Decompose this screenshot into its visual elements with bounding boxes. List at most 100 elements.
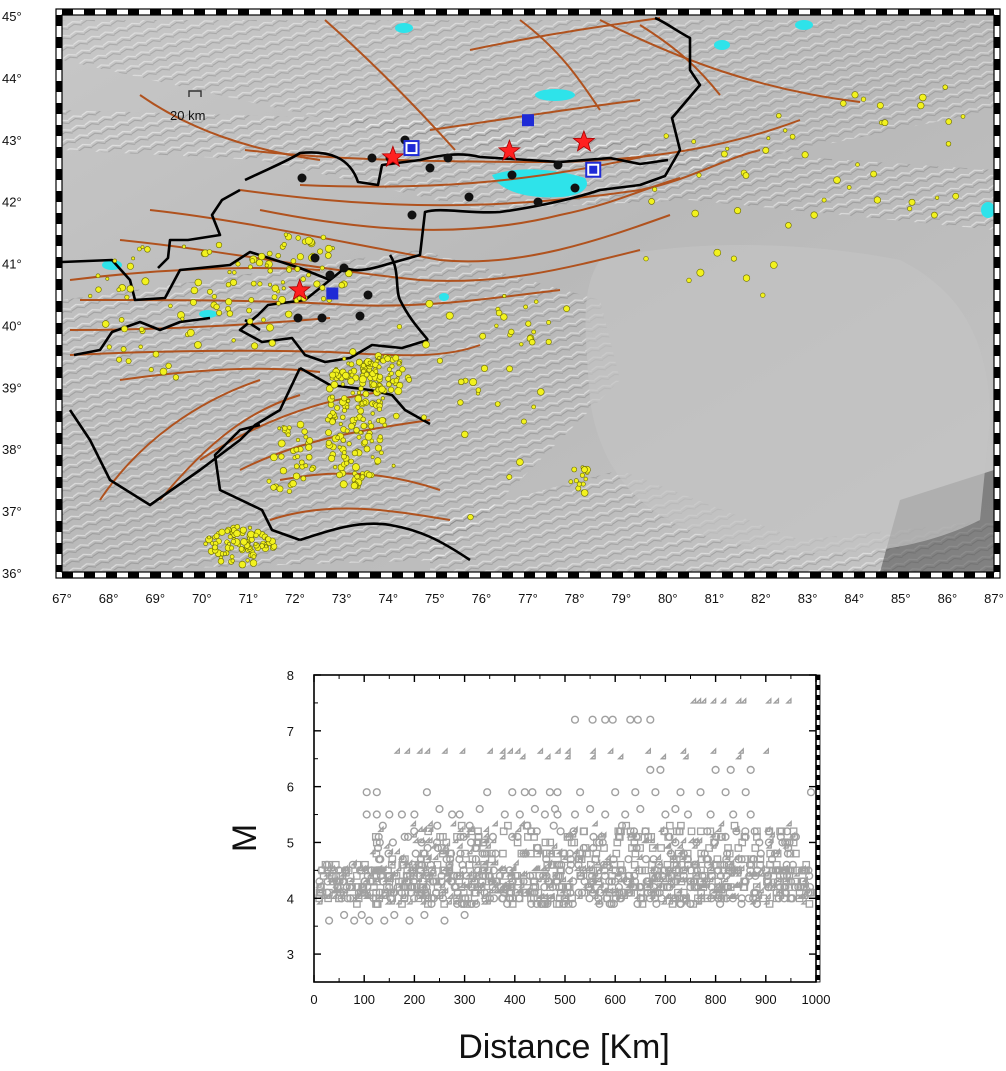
data-point (610, 860, 619, 869)
data-point (482, 831, 490, 838)
data-point (636, 844, 644, 852)
epicenter-dot (480, 364, 488, 372)
data-point (679, 871, 688, 881)
data-point (315, 888, 324, 897)
data-point (354, 894, 363, 903)
data-point (499, 827, 508, 836)
data-point (615, 833, 624, 841)
epicenter-dot (345, 405, 350, 410)
data-point (664, 842, 672, 849)
epicenter-dot (345, 269, 353, 278)
data-point (469, 875, 476, 883)
epicenter-dot (361, 368, 366, 374)
data-point (728, 870, 735, 877)
data-point (456, 842, 463, 849)
epicenter-dot (691, 209, 699, 218)
x-tick-label: 600 (604, 992, 626, 1007)
data-point (514, 894, 524, 903)
data-point (683, 810, 693, 819)
epicenter-dot (352, 374, 360, 382)
data-point (600, 844, 608, 852)
data-point (498, 894, 508, 903)
latitude-label: 43° (2, 133, 22, 148)
data-point (790, 883, 800, 892)
data-point (646, 715, 655, 724)
latitude-labels: 45° 44° 43° 42° 41° 40° 39° 38° 37° 36° (2, 9, 22, 581)
data-point (417, 888, 426, 897)
data-point (549, 821, 558, 830)
map-canvas: 20 km 45° 44° 43° 42° 41° 40° 39° 38° 37° 36° 67°… (2, 8, 1004, 606)
epicenter-dot (187, 328, 195, 337)
epicenter-dot (281, 242, 287, 248)
data-point (541, 892, 548, 900)
epicenter-dot (342, 356, 347, 361)
epicenter-dot (320, 296, 326, 302)
data-point (576, 892, 583, 900)
x-tick-label: 300 (454, 992, 476, 1007)
data-point (699, 881, 707, 888)
data-point (349, 894, 358, 903)
data-point (697, 849, 706, 858)
data-point (727, 859, 734, 866)
epicenter-dot (396, 360, 402, 365)
data-point (418, 870, 426, 877)
epicenter-dot (436, 357, 443, 364)
data-point (457, 821, 466, 830)
epicenter-dot (216, 309, 223, 316)
data-point (556, 888, 565, 897)
data-point (749, 898, 756, 905)
data-point (420, 910, 429, 920)
epicenter-dot (144, 246, 151, 253)
longitude-label: 87° (984, 591, 1004, 606)
site-square-icon (522, 114, 534, 127)
epicenter-dot (376, 398, 382, 404)
epicenter-dot (229, 545, 235, 551)
epicenter-dot (328, 454, 336, 462)
epicenter-dot (364, 432, 373, 441)
data-point (415, 875, 423, 883)
event-star-icon (381, 145, 405, 168)
epicenter-dot (545, 338, 552, 345)
data-point (491, 859, 499, 866)
data-point (679, 836, 687, 844)
epicenter-dot (519, 342, 524, 347)
data-point (737, 747, 744, 754)
data-point (332, 881, 339, 888)
data-point (523, 821, 532, 830)
epicenter-dot (313, 280, 321, 288)
epicenter-dot (338, 282, 345, 289)
epicenter-dot (840, 100, 847, 107)
data-point (575, 788, 585, 797)
epicenter-dot (330, 381, 339, 389)
epicenter-dot (320, 234, 327, 241)
data-point (366, 877, 376, 886)
data-point (695, 898, 703, 905)
epicenter-dot (769, 261, 778, 269)
epicenter-dot (575, 485, 582, 492)
epicenter-dot (721, 150, 728, 158)
data-point (441, 747, 448, 754)
data-point (785, 820, 792, 827)
data-point (765, 827, 774, 836)
epicenter-dot (377, 382, 382, 387)
data-point (533, 844, 541, 852)
data-point (756, 860, 764, 869)
epicenter-dot (525, 320, 532, 327)
data-point (670, 836, 677, 844)
data-point (410, 831, 417, 838)
epicenter-dot (295, 235, 301, 241)
epicenter-dot (363, 371, 370, 378)
lake-small (981, 202, 994, 218)
epicenter-dot (265, 536, 272, 543)
data-point (376, 864, 383, 872)
epicenter-dot (360, 422, 367, 430)
data-point (427, 866, 436, 875)
data-point (521, 849, 530, 858)
data-point (459, 888, 468, 897)
data-point (397, 810, 407, 819)
data-point (598, 838, 607, 847)
epicenter-dot (329, 371, 337, 379)
data-point (328, 864, 336, 872)
epicenter-dot (298, 459, 305, 466)
epicenter-dot (917, 101, 925, 110)
